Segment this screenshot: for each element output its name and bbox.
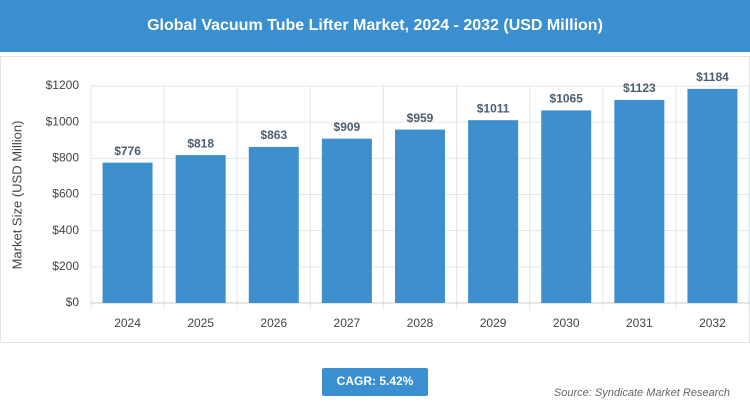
y-tick-label: $200 — [52, 259, 79, 273]
x-tick-label: 2027 — [334, 316, 361, 330]
value-label: $1184 — [696, 70, 729, 84]
y-axis-label: Market Size (USD Million) — [9, 121, 24, 270]
x-tick-label: 2032 — [699, 316, 726, 330]
bar — [468, 120, 519, 304]
value-label: $1011 — [477, 101, 510, 115]
y-tick-label: $400 — [52, 223, 79, 237]
x-tick-label: 2030 — [553, 316, 580, 330]
y-tick-label: $0 — [66, 295, 80, 309]
x-tick-label: 2025 — [187, 316, 214, 330]
cagr-label: CAGR: 5.42% — [337, 374, 414, 388]
bar — [102, 162, 153, 303]
bar — [395, 129, 445, 303]
x-tick-label: 2024 — [114, 316, 141, 330]
y-tick-label: $1200 — [46, 78, 80, 92]
x-tick-label: 2029 — [480, 316, 507, 330]
source-note: Source: Syndicate Market Research — [554, 387, 730, 399]
bar — [614, 99, 665, 303]
bar — [321, 138, 372, 303]
value-label: $1065 — [550, 92, 584, 106]
y-tick-label: $1000 — [46, 114, 80, 128]
bar — [175, 155, 226, 303]
bar — [541, 110, 592, 303]
value-label: $1123 — [623, 81, 656, 95]
value-label: $818 — [187, 136, 214, 150]
x-tick-label: 2028 — [407, 316, 434, 330]
chart-title: Global Vacuum Tube Lifter Market, 2024 -… — [147, 17, 603, 34]
bar — [687, 88, 738, 303]
y-tick-label: $600 — [52, 187, 79, 201]
title-banner — [0, 0, 750, 52]
x-tick-label: 2026 — [260, 316, 287, 330]
cagr-box — [322, 368, 428, 396]
value-label: $959 — [407, 111, 434, 125]
bar — [248, 146, 299, 303]
y-tick-label: $800 — [52, 151, 79, 165]
value-label: $909 — [334, 120, 361, 134]
value-label: $776 — [114, 144, 141, 158]
value-label: $863 — [260, 128, 287, 142]
x-tick-label: 2031 — [626, 316, 653, 330]
